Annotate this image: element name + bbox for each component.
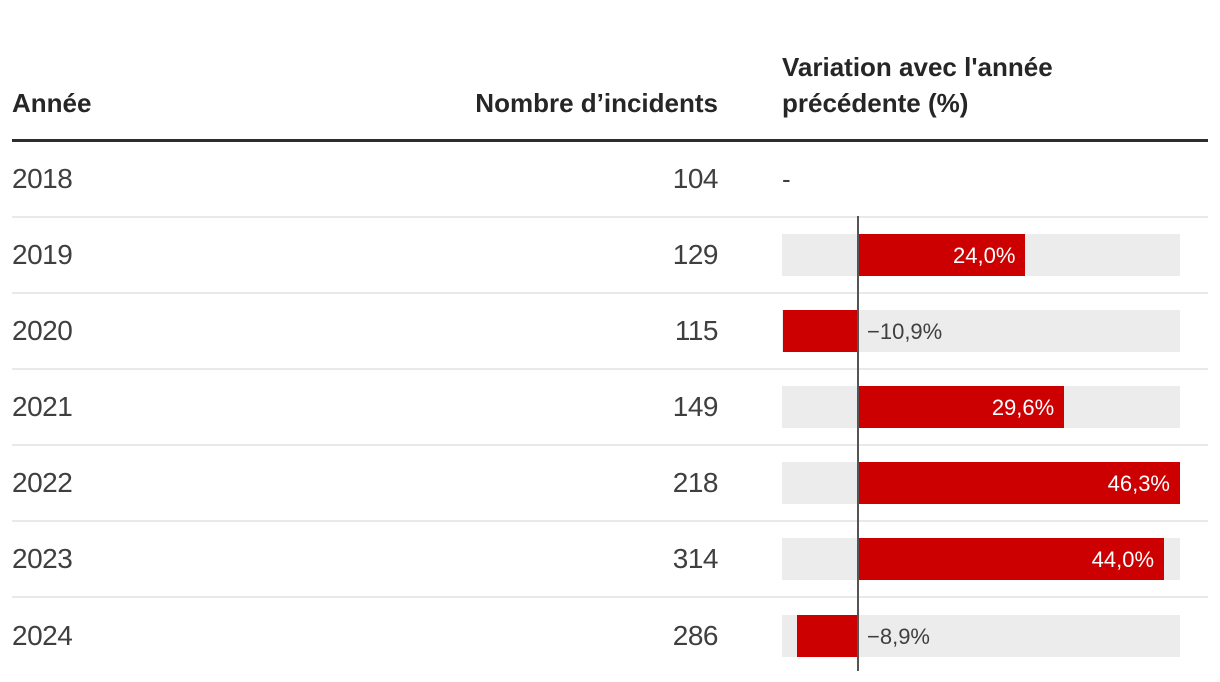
incidents-cell: 129 [672, 239, 719, 270]
incidents-cell: 218 [672, 467, 719, 498]
variation-cell: 46,3% [782, 462, 1208, 504]
column-header-year: Année [12, 88, 92, 119]
column-header-variation: Variation avec l'année précédente (%) [782, 50, 1208, 122]
bar-track: 29,6% [782, 386, 1180, 428]
variation-value-label: 29,6% [991, 395, 1055, 420]
incidents-cell: 314 [672, 543, 719, 574]
table-body: 2018 104 - 2019 129 24,0% 2020 115 −10,9… [0, 142, 1220, 674]
bar-track: 46,3% [782, 462, 1180, 504]
year-cell: 2021 [12, 391, 73, 422]
zero-baseline [857, 216, 859, 671]
year-cell: 2024 [12, 620, 73, 651]
variation-cell: 29,6% [782, 386, 1208, 428]
bar-track: 44,0% [782, 538, 1180, 580]
year-cell: 2019 [12, 239, 73, 270]
variation-bar [797, 615, 859, 657]
table-row: 2022 218 46,3% [12, 446, 1208, 522]
variation-cell: −8,9% [782, 615, 1208, 657]
year-cell: 2018 [12, 163, 73, 194]
variation-cell: - [782, 164, 1208, 195]
variation-value-label: −10,9% [867, 319, 943, 344]
bar-track: −10,9% [782, 310, 1180, 352]
table-header: Année Nombre d’incidents Variation avec … [12, 0, 1208, 142]
no-variation-dash: - [782, 163, 791, 194]
variation-cell: 44,0% [782, 538, 1208, 580]
bar-track: −8,9% [782, 615, 1180, 657]
year-cell: 2023 [12, 543, 73, 574]
variation-bar [783, 310, 859, 352]
table-row: 2018 104 - [12, 142, 1208, 218]
variation-bar [859, 386, 1065, 428]
incidents-cell: 115 [674, 315, 719, 346]
year-cell: 2020 [12, 315, 73, 346]
variation-bar [859, 234, 1026, 276]
variation-value-label: −8,9% [867, 624, 930, 649]
variation-value-label: 44,0% [1091, 547, 1155, 572]
table-row: 2023 314 44,0% [12, 522, 1208, 598]
incidents-cell: 286 [672, 620, 719, 651]
incidents-cell: 149 [672, 391, 719, 422]
variation-value-label: 46,3% [1107, 471, 1170, 496]
variation-bar [859, 538, 1165, 580]
year-cell: 2022 [12, 467, 73, 498]
bar-track: 24,0% [782, 234, 1180, 276]
table-row: 2021 149 29,6% [12, 370, 1208, 446]
variation-value-label: 24,0% [953, 243, 1016, 268]
variation-cell: −10,9% [782, 310, 1208, 352]
table-row: 2020 115 −10,9% [12, 294, 1208, 370]
table-row: 2024 286 −8,9% [12, 598, 1208, 674]
variation-bar [859, 462, 1180, 504]
column-header-variation-label: Variation avec l'année précédente (%) [782, 52, 1053, 119]
table-row: 2019 129 24,0% [12, 218, 1208, 294]
variation-cell: 24,0% [782, 234, 1208, 276]
column-header-incidents: Nombre d’incidents [475, 88, 718, 119]
incidents-cell: 104 [672, 163, 719, 194]
